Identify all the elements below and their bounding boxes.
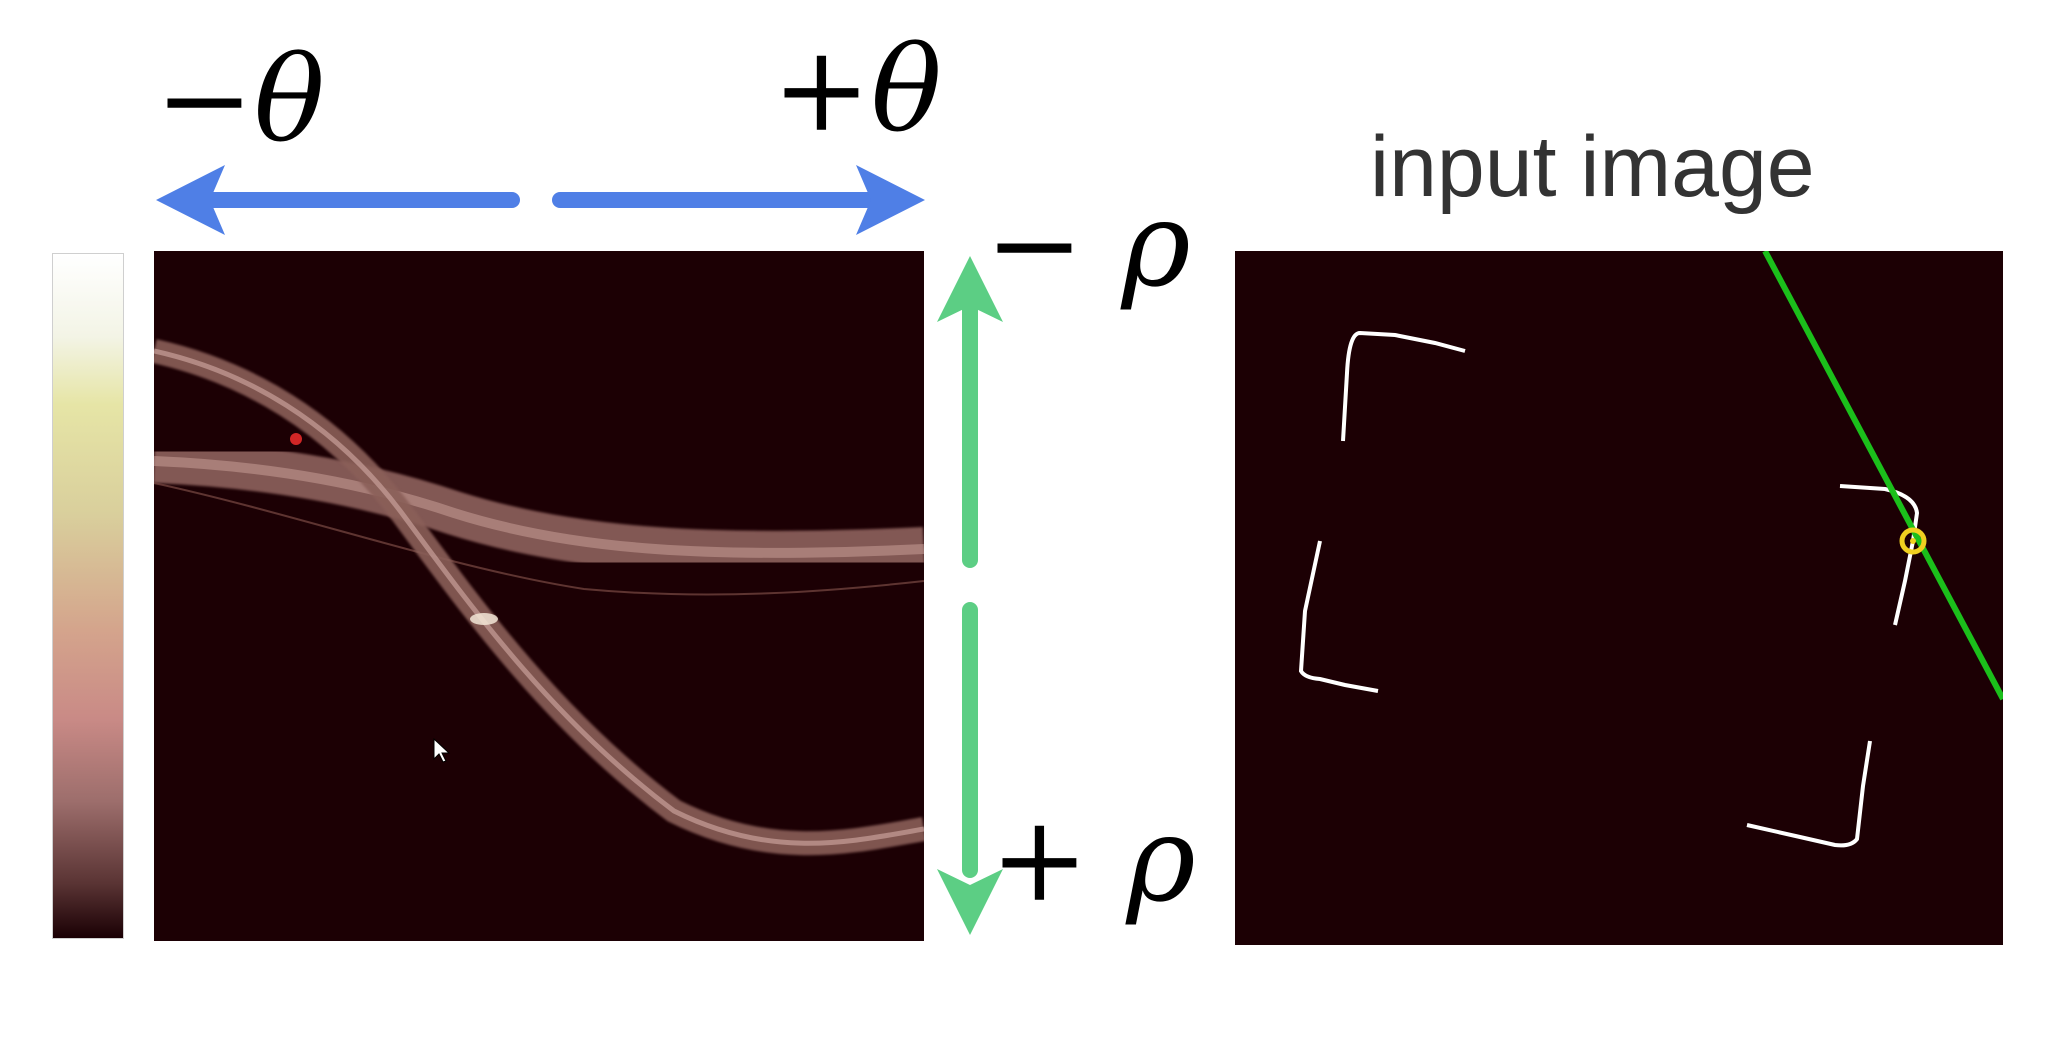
edge-corner-bottom-right [1746, 740, 1872, 848]
input-image-title: input image [1370, 119, 1815, 215]
accumulator-peak-marker [290, 433, 302, 445]
theta-negative-label: −θ [155, 30, 325, 168]
accumulator-plot [151, 339, 927, 856]
edge-corner-bottom-left [1298, 540, 1379, 693]
rho-negative-label: − ρ [985, 175, 1191, 313]
theta-arrow-left [156, 165, 520, 235]
input-image-plot [1298, 249, 2006, 848]
input-image-panel [1235, 249, 2006, 945]
mouse-pointer-icon [433, 737, 451, 763]
detected-line [1762, 249, 2006, 701]
accumulator-faint-curve [153, 482, 925, 596]
selected-point [1899, 527, 1927, 555]
accumulator-intersection [470, 613, 498, 625]
rho-arrow-up [937, 256, 1003, 568]
theta-positive-label: +θ [772, 20, 942, 158]
theta-arrow-right [552, 165, 925, 235]
hough-accumulator-panel [151, 251, 927, 941]
edge-corner-top-left [1341, 330, 1466, 442]
rho-arrow-down [937, 602, 1003, 935]
rho-positive-label: + ρ [990, 790, 1196, 928]
colorbar [52, 253, 124, 939]
